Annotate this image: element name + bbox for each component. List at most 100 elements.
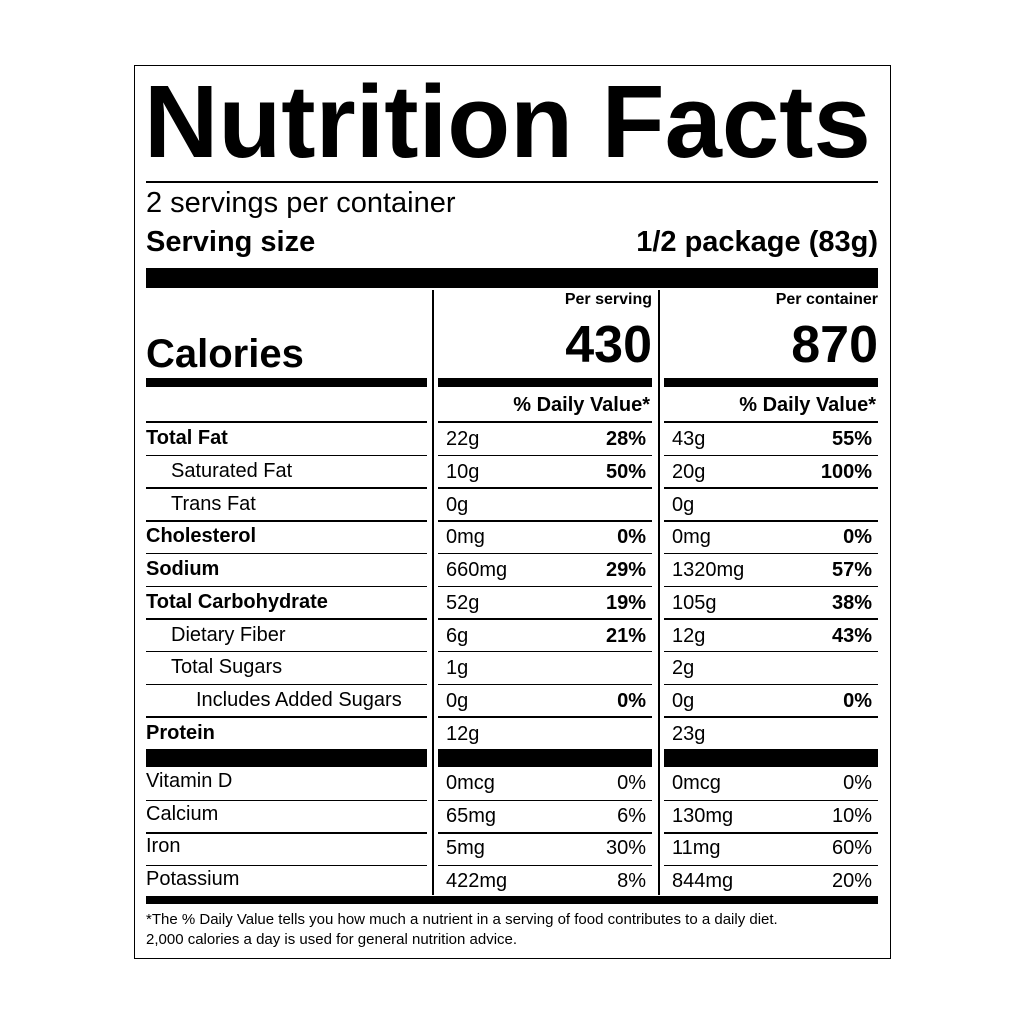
daily-value: 0% [617, 689, 646, 712]
amount: 422mg [446, 869, 508, 892]
footnote: 2,000 calories a day is used for general… [146, 931, 518, 948]
row-rule [438, 618, 652, 620]
row-rule [146, 454, 427, 457]
calories-value: 870 [791, 316, 878, 374]
daily-value: 30% [605, 837, 646, 860]
nutrient-name: Includes Added Sugars [196, 688, 402, 711]
row-rule [664, 650, 878, 653]
medium-rule [146, 378, 427, 387]
thick-rule [664, 749, 878, 767]
row-rule [146, 618, 427, 620]
row-rule [438, 520, 652, 522]
row-rule [146, 421, 427, 423]
serving-size-label: Serving size [146, 225, 316, 258]
amount: 20g [672, 461, 706, 484]
daily-value: 0% [617, 772, 646, 795]
serving-size-value: 1/2 package (83g) [636, 225, 878, 258]
amount: 11mg [672, 837, 721, 860]
daily-value: 10% [831, 804, 872, 827]
daily-value: 20% [831, 869, 872, 892]
amount: 0g [672, 493, 695, 516]
nutrient-name: Trans Fat [171, 492, 256, 515]
amount: 12g [672, 624, 706, 647]
daily-value-header: % Daily Value* [513, 394, 650, 416]
row-rule [438, 683, 652, 686]
amount: 0mg [672, 526, 711, 549]
calories-value: 430 [565, 316, 652, 374]
amount: 43g [672, 428, 706, 451]
daily-value: 38% [831, 591, 872, 614]
row-rule [438, 454, 652, 457]
label-border [134, 65, 891, 959]
vitamin-name: Vitamin D [146, 770, 233, 793]
vitamin-name: Iron [146, 835, 181, 858]
row-rule [146, 520, 427, 522]
row-rule [146, 864, 427, 866]
vitamin-name: Calcium [146, 802, 219, 825]
row-rule [146, 552, 427, 555]
calories-header: Per serving [564, 290, 652, 308]
thick-rule [146, 749, 427, 767]
row-rule [438, 487, 652, 489]
row-rule [438, 864, 652, 866]
row-rule [664, 864, 878, 866]
amount: 2g [672, 657, 695, 680]
amount: 660mg [446, 559, 508, 582]
amount: 52g [446, 591, 480, 614]
daily-value-header: % Daily Value* [739, 394, 876, 416]
amount: 23g [672, 722, 706, 745]
column-divider [658, 290, 660, 895]
nutrient-name: Sodium [146, 558, 220, 581]
daily-value: 0% [843, 772, 872, 795]
row-rule [664, 520, 878, 522]
daily-value: 6% [617, 804, 646, 827]
row-rule [664, 716, 878, 718]
amount: 844mg [672, 869, 734, 892]
daily-value: 100% [820, 461, 872, 484]
nutrient-name: Protein [146, 721, 215, 744]
nutrient-name: Dietary Fiber [171, 623, 286, 646]
row-rule [146, 585, 427, 587]
row-rule [146, 683, 427, 686]
amount: 0mcg [672, 772, 721, 795]
amount: 0g [446, 493, 469, 516]
daily-value: 29% [605, 559, 646, 582]
amount: 0g [672, 689, 695, 712]
row-rule [146, 716, 427, 718]
footnote: *The % Daily Value tells you how much a … [146, 911, 778, 928]
row-rule [664, 683, 878, 686]
row-rule [664, 832, 878, 834]
daily-value: 28% [605, 428, 646, 451]
row-rule [146, 650, 427, 653]
row-rule [438, 421, 652, 423]
daily-value: 0% [843, 689, 872, 712]
row-rule [664, 585, 878, 587]
thick-rule [438, 749, 652, 767]
nutrient-name: Total Fat [146, 427, 228, 450]
servings: 2 servings per container [146, 186, 456, 219]
amount: 0mcg [446, 772, 495, 795]
amount: 1320mg [672, 559, 745, 582]
rule [146, 181, 878, 183]
thick-rule [146, 268, 878, 288]
column-divider [432, 290, 434, 895]
row-rule [664, 799, 878, 801]
daily-value: 43% [831, 624, 872, 647]
row-rule [664, 421, 878, 423]
nutrient-name: Total Sugars [171, 656, 283, 679]
daily-value: 19% [605, 591, 646, 614]
amount: 130mg [672, 804, 734, 827]
amount: 10g [446, 461, 480, 484]
amount: 0g [446, 689, 469, 712]
row-rule [438, 832, 652, 834]
calories-label: Calories [146, 332, 304, 376]
row-rule [146, 487, 427, 489]
nutrient-name: Saturated Fat [171, 460, 293, 483]
amount: 65mg [446, 804, 497, 827]
calories-header: Per container [775, 290, 878, 308]
thick-rule [146, 896, 878, 904]
amount: 105g [672, 591, 717, 614]
daily-value: 0% [617, 526, 646, 549]
row-rule [438, 585, 652, 587]
